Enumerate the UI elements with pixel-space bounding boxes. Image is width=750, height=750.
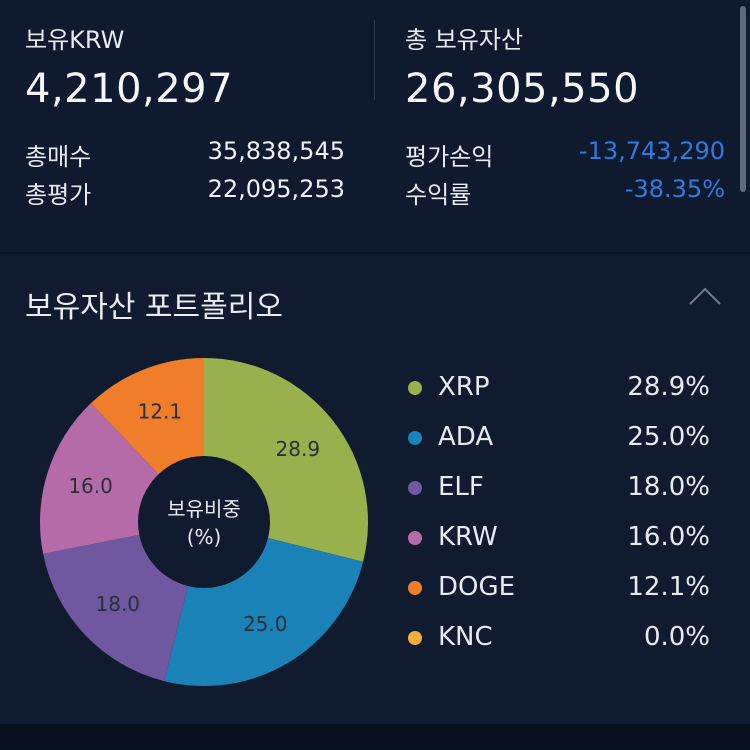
chevron-up-icon[interactable] xyxy=(688,286,722,306)
holdings-donut-chart: 28.9 25.0 18.0 16.0 12.1 보유비중 (%) xyxy=(40,358,368,686)
return-row: 수익률 -38.35% xyxy=(405,175,725,209)
total-eval-label: 총평가 xyxy=(25,181,92,209)
portfolio-section: 보유자산 포트폴리오 28.9 25.0 18.0 16.0 12.1 보유비중 (%)… xyxy=(0,254,750,724)
total-eval-row: 총평가 22,095,253 xyxy=(25,175,345,209)
legend-percent: 0.0% xyxy=(643,622,710,652)
slice-label-xrp: 28.9 xyxy=(276,437,321,461)
center-label-line2: (%) xyxy=(187,525,222,549)
legend-percent: 28.9% xyxy=(627,372,710,402)
legend-name: KNC xyxy=(438,622,493,652)
legend-item-elf[interactable]: ELF 18.0% xyxy=(408,472,710,502)
legend-name: XRP xyxy=(438,372,490,402)
legend-name: ADA xyxy=(438,422,494,452)
return-label: 수익률 xyxy=(405,181,472,209)
total-assets-label: 총 보유자산 xyxy=(405,26,524,54)
legend-name: KRW xyxy=(438,522,498,552)
scrollbar-thumb[interactable] xyxy=(740,6,746,192)
holdings-summary: 보유KRW 4,210,297 총매수 35,838,545 총평가 22,09… xyxy=(0,0,750,252)
return-value: -38.35% xyxy=(624,175,725,203)
legend-item-xrp[interactable]: XRP 28.9% xyxy=(408,372,710,402)
legend-dot-icon xyxy=(408,381,422,395)
legend-percent: 16.0% xyxy=(627,522,710,552)
legend-item-doge[interactable]: DOGE 12.1% xyxy=(408,572,710,602)
bottom-strip xyxy=(0,724,750,750)
pnl-row: 평가손익 -13,743,290 xyxy=(405,137,725,171)
legend-item-krw[interactable]: KRW 16.0% xyxy=(408,522,710,552)
legend-dot-icon xyxy=(408,431,422,445)
center-label-line1: 보유비중 xyxy=(167,497,241,521)
total-buy-row: 총매수 35,838,545 xyxy=(25,137,345,171)
pnl-label: 평가손익 xyxy=(405,143,494,171)
legend-name: DOGE xyxy=(438,572,516,602)
legend-dot-icon xyxy=(408,531,422,545)
slice-label-elf: 18.0 xyxy=(96,592,141,616)
legend-percent: 25.0% xyxy=(627,422,710,452)
legend-dot-icon xyxy=(408,481,422,495)
total-buy-label: 총매수 xyxy=(25,143,92,171)
legend-percent: 12.1% xyxy=(627,572,710,602)
slice-label-ada: 25.0 xyxy=(243,612,288,636)
legend-percent: 18.0% xyxy=(627,472,710,502)
portfolio-title: 보유자산 포트폴리오 xyxy=(25,290,283,325)
column-divider xyxy=(374,20,375,100)
legend-dot-icon xyxy=(408,631,422,645)
legend-item-knc[interactable]: KNC 0.0% xyxy=(408,622,710,652)
slice-label-doge: 12.1 xyxy=(138,399,183,423)
total-eval-value: 22,095,253 xyxy=(207,175,345,203)
total-buy-value: 35,838,545 xyxy=(207,137,345,165)
legend-dot-icon xyxy=(408,581,422,595)
total-assets-value: 26,305,550 xyxy=(405,66,640,112)
krw-label: 보유KRW xyxy=(25,26,125,54)
krw-value: 4,210,297 xyxy=(25,66,234,112)
legend-item-ada[interactable]: ADA 25.0% xyxy=(408,422,710,452)
section-divider xyxy=(0,252,750,254)
donut-hole xyxy=(138,456,270,588)
pnl-value: -13,743,290 xyxy=(578,137,725,165)
legend-name: ELF xyxy=(438,472,484,502)
slice-label-krw: 16.0 xyxy=(68,474,113,498)
